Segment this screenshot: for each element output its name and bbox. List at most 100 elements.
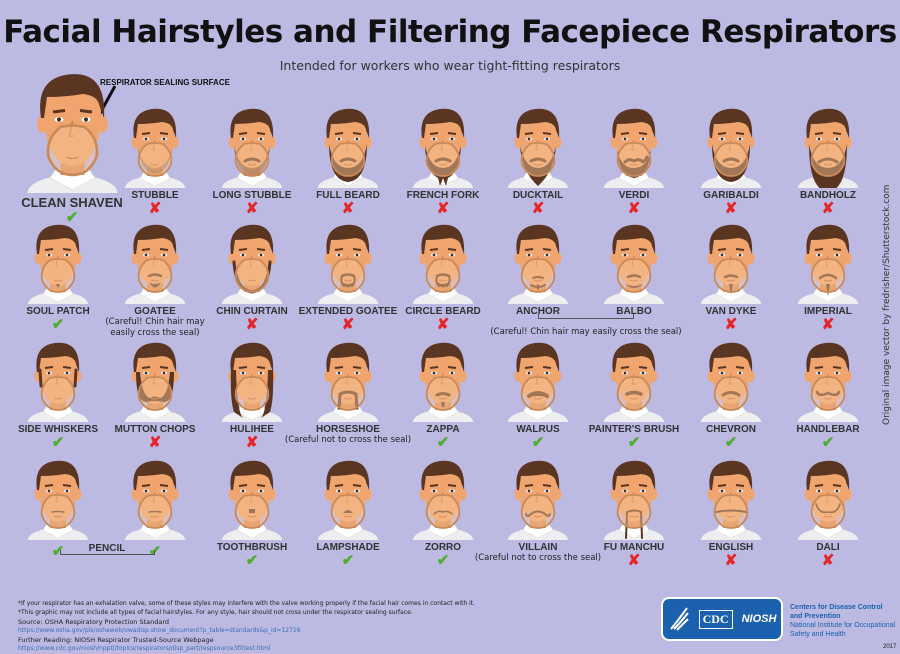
checkmark-icon: ✔ xyxy=(627,434,641,451)
hairstyle-chevron: CHEVRON ✔ xyxy=(676,340,786,451)
checkmark-icon: ✔ xyxy=(341,552,355,569)
full-beard-face-icon xyxy=(318,108,378,188)
zorro-face-icon xyxy=(413,460,473,540)
agency-line-1: Centers for Disease Control xyxy=(790,604,883,611)
chevron-face-icon xyxy=(701,342,761,422)
hairstyle-chin-curtain: CHIN CURTAIN ✘ xyxy=(197,222,307,333)
handlebar-face-icon xyxy=(798,342,858,422)
x-mark-icon: ✘ xyxy=(724,316,738,333)
soul-patch-face-icon xyxy=(28,224,88,304)
checkmark-icon: ✔ xyxy=(531,434,545,451)
agency-line-2: and Prevention xyxy=(790,613,841,620)
french-fork-face-icon xyxy=(413,108,473,188)
hairstyle-label: VILLAIN xyxy=(518,542,558,553)
hairstyle-english: ENGLISH ✘ xyxy=(676,458,786,569)
hairstyle-label: FULL BEARD xyxy=(316,190,380,201)
cdc-niosh-logo: CDC NIOSH xyxy=(661,597,783,641)
toothbrush-face-icon xyxy=(222,460,282,540)
hairstyle-label: LONG STUBBLE xyxy=(212,190,292,201)
walrus-face-icon xyxy=(508,342,568,422)
hairstyle-label: ANCHOR xyxy=(516,306,560,317)
hairstyle-goatee: GOATEE (Careful! Chin hair may easily cro… xyxy=(100,222,210,339)
hairstyle-balbo: BALBO xyxy=(579,222,689,317)
x-mark-icon: ✘ xyxy=(627,200,641,217)
poster-subtitle: Intended for workers who wear tight-fitt… xyxy=(279,58,621,73)
hairstyle-label: VERDI xyxy=(618,190,650,201)
hairstyle-label: CIRCLE BEARD xyxy=(405,306,481,317)
hairstyle-verdi: VERDI ✘ xyxy=(579,106,689,217)
hairstyle-bandholz: BANDHOLZ ✘ xyxy=(773,106,883,217)
source-link[interactable]: https://www.osha.gov/pls/oshaweb/owadisp… xyxy=(18,626,301,634)
hairstyle-pencil: ✔ xyxy=(100,458,210,560)
circle-beard-face-icon xyxy=(413,224,473,304)
footnote-1: *If your respirator has an exhalation va… xyxy=(18,600,476,607)
x-mark-icon: ✘ xyxy=(821,316,835,333)
hairstyle-label: GARIBALDI xyxy=(703,190,759,201)
zappa-face-icon xyxy=(413,342,473,422)
x-mark-icon: ✘ xyxy=(245,200,259,217)
hairstyle-label: WALRUS xyxy=(516,424,560,435)
hairstyle-label: SOUL PATCH xyxy=(26,306,90,317)
hairstyle-label: EXTENDED GOATEE xyxy=(298,306,398,317)
lampshade-face-icon xyxy=(318,460,378,540)
checkmark-icon: ✔ xyxy=(51,434,65,451)
hairstyle-label: CLEAN SHAVEN xyxy=(21,195,123,210)
van-dyke-face-icon xyxy=(701,224,761,304)
hairstyle-label: MUTTON CHOPS xyxy=(114,424,196,435)
x-mark-icon: ✘ xyxy=(724,200,738,217)
footer-notes: *If your respirator has an exhalation va… xyxy=(18,600,475,653)
clean-shaven-face-icon xyxy=(27,74,117,193)
hairstyle-label: FRENCH FORK xyxy=(406,190,480,201)
hairstyle-full-beard: FULL BEARD ✘ xyxy=(293,106,403,217)
x-mark-icon: ✘ xyxy=(245,316,259,333)
x-mark-icon: ✘ xyxy=(436,200,450,217)
pencil-bracket xyxy=(60,550,155,555)
cdc-logo-text: CDC xyxy=(698,609,733,629)
hairstyle-pencil: ✔ xyxy=(3,458,113,560)
checkmark-icon: ✔ xyxy=(724,434,738,451)
hairstyle-label: PAINTER'S BRUSH xyxy=(588,424,680,435)
balbo-face-icon xyxy=(604,224,664,304)
further-reading-link[interactable]: https://www.cdc.gov/niosh/npptl/topics/r… xyxy=(18,644,271,652)
hairstyle-horseshoe: HORSESHOE (Careful not to cross the seal) xyxy=(285,340,411,446)
hairstyle-label: SIDE WHISKERS xyxy=(17,424,98,435)
hairstyle-label: LAMPSHADE xyxy=(316,542,380,553)
hairstyle-label: CHIN CURTAIN xyxy=(216,306,288,317)
hairstyle-mutton-chops: MUTTON CHOPS ✘ xyxy=(100,340,210,451)
hairstyle-label: HORSESHOE xyxy=(316,424,380,435)
x-mark-icon: ✘ xyxy=(341,200,355,217)
caution-note: (Careful not to cross the seal) xyxy=(474,553,602,563)
hairstyle-lampshade: LAMPSHADE ✔ xyxy=(293,458,403,569)
agency-line-3: National Institute for Occupational xyxy=(790,622,896,629)
anchor-face-icon xyxy=(508,224,568,304)
anchor-balbo-note: (Careful! Chin hair may easily cross the… xyxy=(490,327,682,337)
side-whiskers-face-icon xyxy=(28,342,88,422)
hairstyle-label: ZORRO xyxy=(424,542,462,553)
hairstyle-side-whiskers: SIDE WHISKERS ✔ xyxy=(3,340,113,451)
pencil-face-icon xyxy=(125,460,185,540)
hairstyle-label: CHEVRON xyxy=(705,424,756,435)
hairstyle-label: TOOTHBRUSH xyxy=(216,542,288,553)
year: 2017 xyxy=(883,644,897,650)
x-mark-icon: ✘ xyxy=(341,316,355,333)
source-label: Source: OSHA Respiratory Protection Stan… xyxy=(18,618,170,626)
x-mark-icon: ✘ xyxy=(724,552,738,569)
x-mark-icon: ✘ xyxy=(436,316,450,333)
garibaldi-face-icon xyxy=(701,108,761,188)
x-mark-icon: ✘ xyxy=(148,200,162,217)
english-face-icon xyxy=(701,460,761,540)
hairstyle-label: FU MANCHU xyxy=(603,542,665,553)
hairstyle-label: ENGLISH xyxy=(708,542,754,553)
hairstyle-clean-shaven: CLEAN SHAVEN ✔ xyxy=(2,70,142,226)
imperial-face-icon xyxy=(798,224,858,304)
checkmark-icon: ✔ xyxy=(51,316,65,333)
goatee-face-icon xyxy=(125,224,185,304)
x-mark-icon: ✘ xyxy=(627,552,641,569)
hairstyle-label: BANDHOLZ xyxy=(799,190,857,201)
hairstyle-dali: DALI ✘ xyxy=(773,458,883,569)
hairstyle-french-fork: FRENCH FORK ✘ xyxy=(388,106,498,217)
agency-line-4: Safety and Health xyxy=(790,631,846,638)
hulihee-face-icon xyxy=(222,342,282,422)
checkmark-icon: ✔ xyxy=(245,552,259,569)
niosh-logo-text: NIOSH xyxy=(741,613,777,625)
